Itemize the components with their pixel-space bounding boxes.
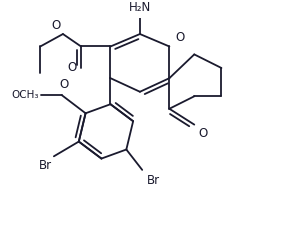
Text: Br: Br (147, 174, 160, 187)
Text: O: O (59, 78, 69, 91)
Text: H₂N: H₂N (129, 1, 151, 14)
Text: O: O (52, 19, 61, 32)
Text: O: O (199, 127, 208, 140)
Text: OCH₃: OCH₃ (12, 90, 39, 100)
Text: Br: Br (38, 159, 52, 171)
Text: O: O (175, 31, 184, 44)
Text: O: O (67, 62, 76, 75)
